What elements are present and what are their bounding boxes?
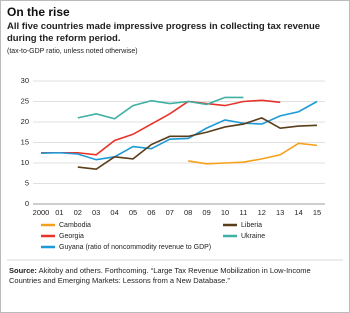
source: Source: Akitoby and others. Forthcoming.… [9, 266, 339, 286]
x-tick-label: 07 [166, 208, 174, 217]
x-tick-label: 10 [221, 208, 229, 217]
legend-label: Ukraine [241, 233, 265, 240]
legend-label: Georgia [59, 233, 84, 240]
x-tick-label: 06 [147, 208, 155, 217]
x-tick-label: 2000 [33, 208, 50, 217]
y-tick-label: 0 [25, 199, 29, 208]
x-tick-label: 04 [110, 208, 118, 217]
x-tick-label: 13 [276, 208, 284, 217]
y-tick-label: 30 [21, 76, 29, 85]
series-line [41, 99, 281, 156]
series-line [77, 117, 318, 170]
chart-title: On the rise [7, 5, 70, 19]
y-tick-label: 25 [21, 96, 29, 105]
x-tick-label: 05 [129, 208, 137, 217]
y-tick-label: 15 [21, 137, 29, 146]
x-tick-label: 09 [202, 208, 210, 217]
source-text: Akitoby and others. Forthcoming. “Large … [9, 266, 311, 285]
x-tick-label: 08 [184, 208, 192, 217]
series-line [188, 142, 318, 165]
x-tick-label: 03 [92, 208, 100, 217]
chart-subtitle: All five countries made impressive progr… [7, 21, 321, 44]
x-tick-label: 01 [55, 208, 63, 217]
y-tick-label: 20 [21, 117, 29, 126]
x-tick-label: 11 [240, 208, 248, 217]
x-tick-label: 02 [74, 208, 82, 217]
series-line [77, 96, 244, 120]
x-tick-label: 15 [313, 208, 321, 217]
y-tick-label: 10 [21, 158, 29, 167]
source-label: Source: [9, 266, 37, 275]
x-tick-label: 12 [258, 208, 266, 217]
y-tick-label: 5 [25, 178, 29, 187]
x-tick-label: 14 [294, 208, 302, 217]
legend-label: Cambodia [59, 222, 91, 229]
legend-label: Liberia [241, 222, 262, 229]
series-line [40, 100, 318, 161]
legend-label: Guyana (ratio of noncommodity revenue to… [59, 244, 211, 251]
chart-note: (tax-to-GDP ratio, unless noted otherwis… [7, 48, 138, 55]
